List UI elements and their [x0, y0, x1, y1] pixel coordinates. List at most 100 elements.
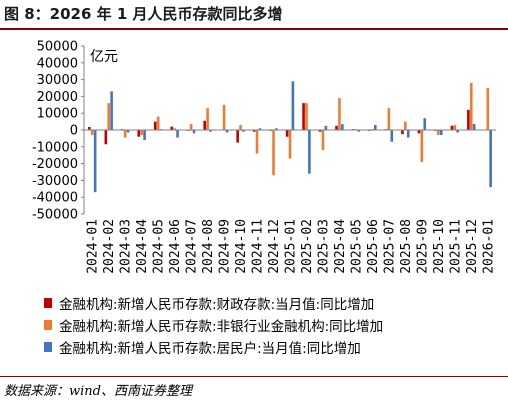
bar-fiscal: [302, 103, 305, 130]
x-tick-label: 2025-04: [333, 219, 348, 274]
bar-nonbank: [404, 121, 407, 130]
bar-fiscal: [318, 130, 322, 132]
bar-nonbank: [420, 130, 424, 162]
x-tick-label: 2025-11: [448, 219, 463, 274]
bar-nonbank: [107, 103, 111, 130]
x-tick-label: 2025-06: [366, 219, 381, 274]
bar-household: [308, 130, 311, 174]
x-tick-label: 2025-10: [432, 219, 447, 274]
bar-fiscal: [104, 130, 108, 145]
bar-household: [324, 125, 328, 130]
x-tick-label: 2024-11: [251, 219, 266, 274]
bar-fiscal: [236, 130, 239, 143]
bar-nonbank: [272, 130, 275, 176]
bar-household: [489, 130, 492, 188]
y-tick-label: 20000: [37, 90, 78, 105]
bar-household: [242, 130, 245, 132]
bar-household: [423, 118, 427, 130]
bar-fiscal: [335, 125, 338, 130]
bar-household: [357, 130, 361, 132]
bar-household: [275, 128, 278, 130]
x-tick-label: 2025-05: [349, 219, 364, 274]
x-tick-label: 2024-02: [102, 219, 117, 274]
legend-item-household: 金融机构:新增人民币存款:居民户:当月值:同比增加: [44, 336, 383, 358]
bar-nonbank: [437, 130, 440, 136]
bar-household: [143, 130, 146, 141]
x-tick-label: 2025-01: [284, 219, 299, 274]
x-tick-label: 2024-06: [168, 219, 183, 274]
y-tick-label: -30000: [32, 174, 78, 189]
bar-household: [258, 128, 262, 130]
bar-fiscal: [417, 130, 421, 134]
legend-label-nonbank: 金融机构:新增人民币存款:非银行业金融机构:同比增加: [59, 319, 384, 335]
x-tick-label: 2025-08: [399, 219, 414, 274]
bar-nonbank: [140, 130, 143, 136]
y-tick-label: -10000: [32, 140, 78, 155]
y-tick-label: -50000: [32, 208, 78, 223]
legend-swatch-fiscal: [44, 298, 52, 308]
bar-nonbank: [206, 108, 209, 130]
bar-household: [176, 130, 179, 138]
bar-nonbank: [288, 130, 292, 159]
bar-fiscal: [88, 126, 91, 130]
bar-nonbank: [156, 116, 160, 130]
source-divider: [0, 376, 508, 377]
bar-nonbank: [486, 88, 490, 130]
x-tick-label: 2024-12: [267, 219, 282, 274]
bar-nonbank: [239, 124, 242, 130]
data-source-note: 数据来源：wind、西南证券整理: [4, 384, 192, 399]
bar-nonbank: [173, 128, 176, 130]
bar-household: [209, 130, 212, 132]
bar-fiscal: [137, 130, 141, 137]
x-tick-label: 2026-01: [481, 219, 496, 274]
x-tick-label: 2025-09: [415, 219, 430, 274]
bar-household: [374, 124, 377, 130]
y-tick-label: 30000: [37, 73, 78, 88]
bar-nonbank: [222, 104, 226, 130]
y-tick-label: -40000: [32, 191, 78, 206]
x-tick-label: 2025-02: [300, 219, 315, 274]
y-tick-label: 40000: [37, 56, 78, 71]
bar-household: [472, 124, 476, 130]
bar-household: [406, 130, 410, 138]
x-tick-label: 2024-10: [234, 219, 249, 274]
bar-household: [93, 130, 97, 193]
bar-nonbank: [469, 82, 473, 130]
bar-nonbank: [305, 103, 308, 130]
title-divider: [0, 28, 508, 30]
bar-household: [225, 130, 229, 133]
legend-item-fiscal: 金融机构:新增人民币存款:财政存款:当月值:同比增加: [44, 292, 383, 314]
bar-nonbank: [387, 108, 391, 130]
bar-household: [126, 130, 130, 133]
bar-household: [291, 81, 295, 130]
chart-legend: 金融机构:新增人民币存款:财政存款:当月值:同比增加 金融机构:新增人民币存款:…: [44, 292, 383, 358]
legend-label-household: 金融机构:新增人民币存款:居民户:当月值:同比增加: [59, 341, 361, 357]
bar-household: [390, 130, 394, 142]
unit-label: 亿元: [90, 49, 118, 65]
bar-fiscal: [252, 130, 256, 132]
bar-household: [341, 124, 344, 130]
y-tick-label: 0: [70, 124, 78, 139]
x-tick-label: 2024-07: [185, 219, 200, 274]
x-tick-label: 2024-05: [152, 219, 167, 274]
bar-nonbank: [123, 130, 127, 138]
bar-fiscal: [450, 125, 454, 130]
bar-fiscal: [467, 109, 470, 130]
legend-label-fiscal: 金融机构:新增人民币存款:财政存款:当月值:同比增加: [59, 297, 375, 313]
bar-fiscal: [153, 121, 157, 130]
x-tick-label: 2024-09: [218, 219, 233, 274]
bar-nonbank: [255, 130, 259, 154]
bar-household: [110, 91, 113, 130]
bar-household: [439, 130, 443, 136]
y-tick-label: -20000: [32, 157, 78, 172]
x-tick-label: 2024-04: [135, 219, 150, 274]
legend-swatch-household: [44, 342, 52, 352]
x-tick-label: 2024-08: [201, 219, 216, 274]
bar-fiscal: [170, 126, 174, 130]
x-tick-label: 2025-03: [316, 219, 331, 274]
y-tick-label: 50000: [37, 40, 78, 55]
bar-nonbank: [453, 124, 457, 130]
legend-item-nonbank: 金融机构:新增人民币存款:非银行业金融机构:同比增加: [44, 314, 383, 336]
